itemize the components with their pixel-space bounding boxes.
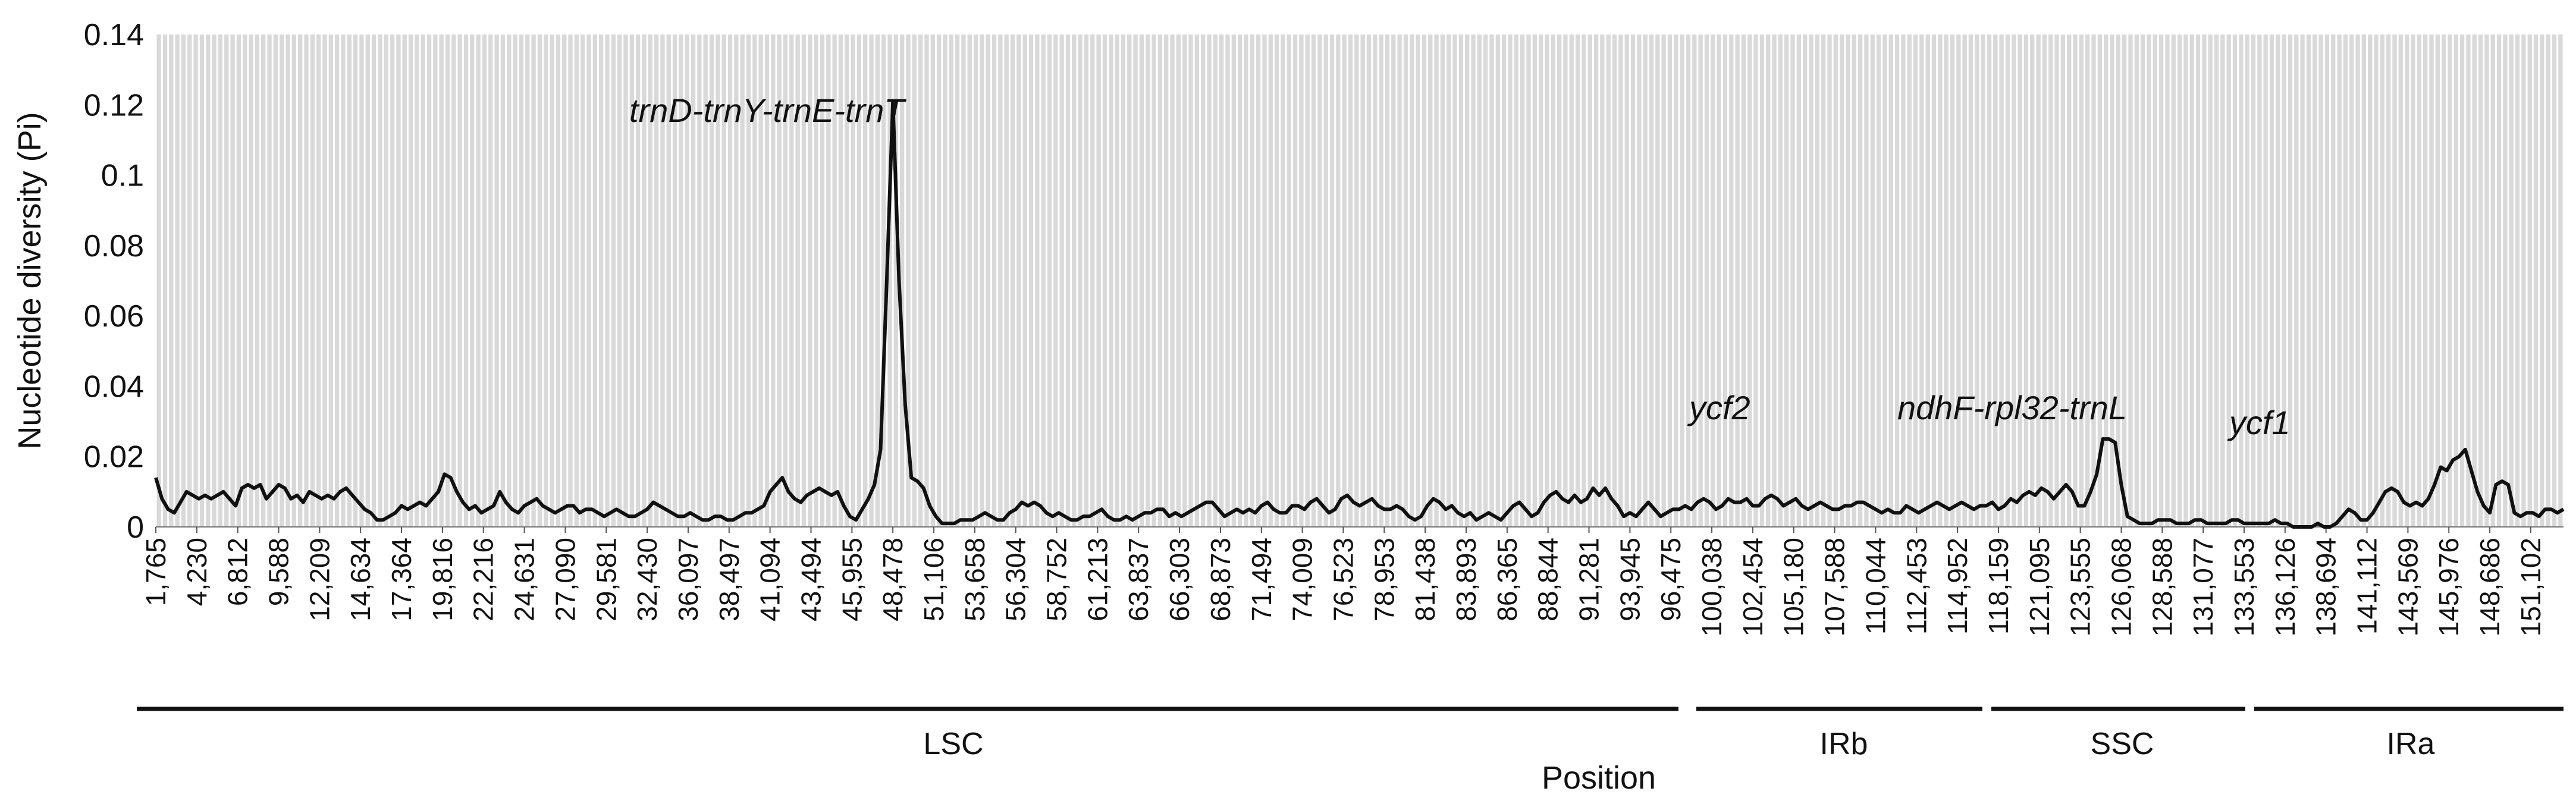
y-tick-label: 0.06 xyxy=(84,299,144,334)
x-tick-label: 114,952 xyxy=(1942,538,1973,635)
x-tick-label: 74,009 xyxy=(1287,538,1318,621)
annotation-label: trnD-trnY-trnE-trnT xyxy=(629,92,906,129)
x-tick-label: 36,097 xyxy=(673,538,704,621)
x-tick-label: 83,893 xyxy=(1451,538,1482,621)
x-tick-label: 1,765 xyxy=(140,538,171,606)
y-tick-label: 0 xyxy=(127,510,144,545)
region-bars: LSC IRb SSC IRa xyxy=(137,707,2564,761)
x-tick-label: 71,494 xyxy=(1246,538,1277,621)
y-tick-label: 0.12 xyxy=(84,88,144,123)
x-tick-label: 126,068 xyxy=(2106,538,2136,636)
series-line xyxy=(154,99,2565,529)
x-tick-label: 27,090 xyxy=(550,538,581,621)
x-tick-label: 121,095 xyxy=(2024,538,2055,636)
region-label: IRa xyxy=(2387,727,2435,761)
x-tick-label: 4,230 xyxy=(181,538,212,606)
x-tick-label: 51,106 xyxy=(918,538,949,621)
x-tick-label: 93,945 xyxy=(1614,538,1645,621)
x-tick-label: 24,631 xyxy=(509,538,540,621)
x-tick-label: 76,523 xyxy=(1328,538,1358,621)
x-tick-label: 118,159 xyxy=(1983,538,2014,635)
y-tick-label: 0.04 xyxy=(84,369,144,404)
x-tick-label: 61,213 xyxy=(1082,538,1113,621)
x-tick-label: 22,216 xyxy=(468,538,499,621)
region-label: LSC xyxy=(923,727,983,761)
region-label: SSC xyxy=(2091,727,2154,761)
x-tick-label: 96,475 xyxy=(1655,538,1686,621)
x-tick-label: 136,126 xyxy=(2270,538,2301,636)
y-tick-label: 0.1 xyxy=(101,159,144,193)
x-tick-label: 133,553 xyxy=(2229,538,2260,636)
x-tick-label: 105,180 xyxy=(1778,538,1809,636)
x-tick-label: 68,873 xyxy=(1205,538,1236,621)
x-tick-label: 19,816 xyxy=(427,538,458,621)
x-axis-title: Position xyxy=(1542,760,1656,796)
x-tick-label: 148,686 xyxy=(2474,538,2505,636)
x-tick-label: 56,304 xyxy=(1000,538,1031,621)
x-tick-label: 43,494 xyxy=(795,538,826,621)
x-tick-label: 91,281 xyxy=(1574,538,1605,621)
x-tick-label: 112,453 xyxy=(1901,538,1932,635)
x-tick-label: 41,094 xyxy=(755,538,786,621)
x-tick-label: 138,694 xyxy=(2311,538,2342,636)
x-tick-label: 45,955 xyxy=(836,538,867,621)
x-tick-label: 141,112 xyxy=(2352,538,2383,635)
annotation-label: ycf1 xyxy=(2227,404,2291,441)
x-tick-label: 88,844 xyxy=(1533,538,1564,621)
x-tick-label: 102,454 xyxy=(1737,538,1768,636)
x-axis-ticks: 1,765 4,230 6,812 9,588 12,209 14,634 17,364 19… xyxy=(140,527,2546,636)
x-tick-label: 12,209 xyxy=(304,538,335,621)
x-tick-label: 63,837 xyxy=(1123,538,1154,621)
y-tick-label: 0.08 xyxy=(84,229,144,263)
x-tick-label: 58,752 xyxy=(1041,538,1072,621)
x-tick-label: 78,953 xyxy=(1369,538,1400,621)
y-axis-title: Nucleotide diversity (Pi) xyxy=(12,112,48,449)
x-tick-label: 17,364 xyxy=(386,538,417,621)
y-tick-label: 0.14 xyxy=(84,18,144,52)
x-tick-label: 145,976 xyxy=(2433,538,2464,636)
x-tick-label: 86,365 xyxy=(1492,538,1523,621)
x-tick-label: 143,569 xyxy=(2392,538,2423,636)
x-tick-label: 107,588 xyxy=(1819,538,1850,636)
x-tick-label: 32,430 xyxy=(632,538,663,621)
x-tick-label: 123,555 xyxy=(2065,538,2096,636)
y-tick-label: 0.02 xyxy=(84,440,144,475)
x-tick-label: 9,588 xyxy=(263,538,294,606)
y-axis-ticks: 0 0.02 0.04 0.06 0.08 0.1 0.12 0.14 xyxy=(84,18,144,545)
x-tick-label: 110,044 xyxy=(1860,538,1891,635)
x-tick-label: 131,077 xyxy=(2188,538,2219,636)
region-label: IRb xyxy=(1820,727,1868,761)
annotations: trnD-trnY-trnE-trnT ycf2 ndhF-rpl32-trnL yc… xyxy=(629,92,2291,441)
x-tick-label: 53,658 xyxy=(959,538,990,621)
x-tick-label: 81,438 xyxy=(1410,538,1441,621)
annotation-label: ndhF-rpl32-trnL xyxy=(1897,389,2127,426)
x-tick-label: 14,634 xyxy=(345,538,376,621)
x-tick-label: 100,038 xyxy=(1696,538,1727,636)
x-tick-label: 29,581 xyxy=(591,538,622,621)
x-tick-label: 6,812 xyxy=(222,538,253,606)
x-tick-label: 48,478 xyxy=(877,538,908,621)
x-tick-label: 128,588 xyxy=(2147,538,2177,636)
x-tick-label: 38,497 xyxy=(714,538,745,621)
annotation-label: ycf2 xyxy=(1687,389,1750,426)
x-tick-label: 151,102 xyxy=(2515,538,2546,636)
x-tick-label: 66,303 xyxy=(1164,538,1195,621)
